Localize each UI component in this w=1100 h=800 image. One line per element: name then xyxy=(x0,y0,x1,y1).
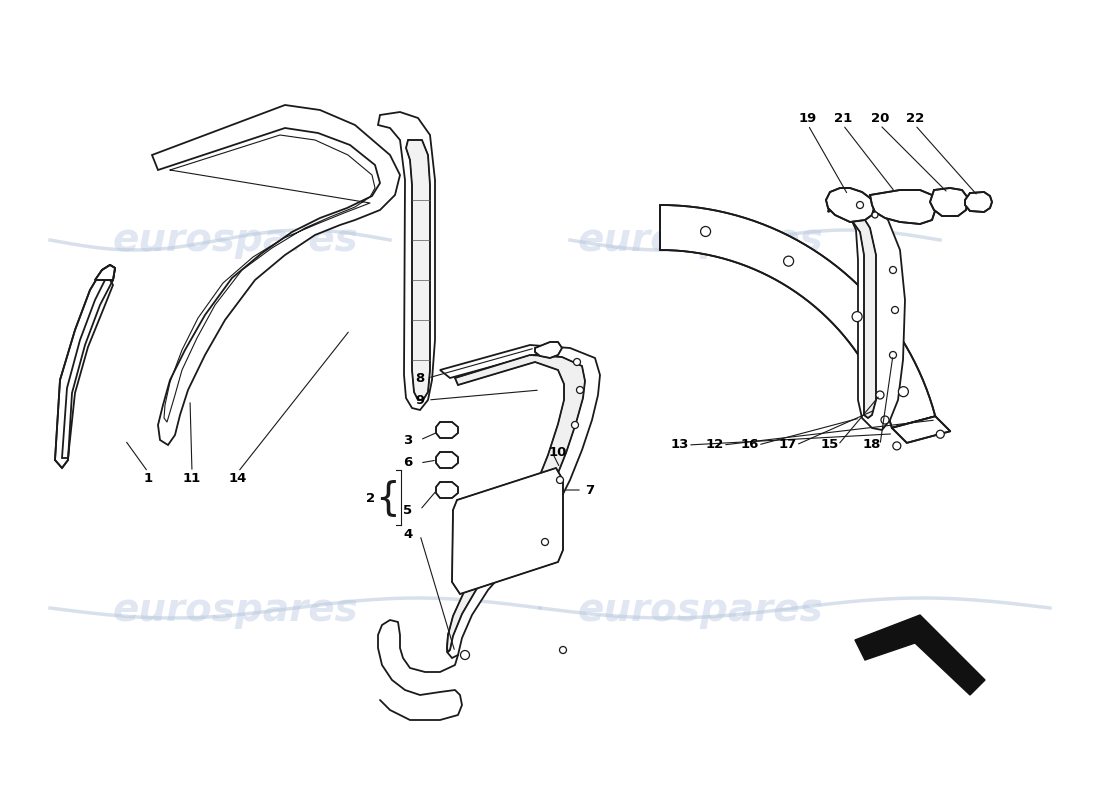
Circle shape xyxy=(557,477,563,483)
Text: 2: 2 xyxy=(366,491,375,505)
Text: 7: 7 xyxy=(585,483,595,497)
Text: eurospares: eurospares xyxy=(112,591,358,629)
Circle shape xyxy=(783,256,793,266)
Text: 18: 18 xyxy=(862,438,881,451)
Circle shape xyxy=(576,386,583,394)
Circle shape xyxy=(876,391,884,399)
Circle shape xyxy=(890,266,896,274)
Circle shape xyxy=(936,430,944,438)
Text: 16: 16 xyxy=(740,438,759,451)
Polygon shape xyxy=(378,112,434,410)
Circle shape xyxy=(899,386,909,397)
Polygon shape xyxy=(95,265,116,280)
Polygon shape xyxy=(965,192,992,212)
Text: 15: 15 xyxy=(821,438,839,451)
Text: 4: 4 xyxy=(404,529,412,542)
Text: 8: 8 xyxy=(416,371,425,385)
Polygon shape xyxy=(152,105,400,445)
Text: 20: 20 xyxy=(871,111,889,125)
Polygon shape xyxy=(436,422,458,438)
Polygon shape xyxy=(855,615,984,695)
Circle shape xyxy=(572,422,579,429)
Text: 22: 22 xyxy=(906,111,924,125)
Circle shape xyxy=(541,538,549,546)
Polygon shape xyxy=(660,205,935,428)
Polygon shape xyxy=(838,208,876,418)
Text: 5: 5 xyxy=(404,503,412,517)
Text: 14: 14 xyxy=(229,471,248,485)
Circle shape xyxy=(872,212,878,218)
Circle shape xyxy=(852,312,862,322)
Polygon shape xyxy=(452,468,563,594)
Circle shape xyxy=(891,306,899,314)
Polygon shape xyxy=(436,482,458,498)
Circle shape xyxy=(461,650,470,659)
Text: 17: 17 xyxy=(779,438,798,451)
Polygon shape xyxy=(440,345,600,658)
Circle shape xyxy=(890,351,896,358)
Text: eurospares: eurospares xyxy=(112,221,358,259)
Polygon shape xyxy=(447,355,585,652)
Text: eurospares: eurospares xyxy=(578,221,823,259)
Polygon shape xyxy=(62,280,113,458)
Circle shape xyxy=(701,226,711,237)
Text: 3: 3 xyxy=(404,434,412,446)
Polygon shape xyxy=(930,188,968,216)
Text: 9: 9 xyxy=(416,394,425,406)
Polygon shape xyxy=(436,452,458,468)
Polygon shape xyxy=(406,140,430,400)
Circle shape xyxy=(893,442,901,450)
Text: eurospares: eurospares xyxy=(578,591,823,629)
Text: 19: 19 xyxy=(799,111,817,125)
Text: {: { xyxy=(375,479,400,517)
Text: 13: 13 xyxy=(671,438,690,451)
Circle shape xyxy=(573,358,581,366)
Polygon shape xyxy=(535,342,562,358)
Polygon shape xyxy=(870,190,936,224)
Text: 12: 12 xyxy=(706,438,724,451)
Circle shape xyxy=(857,202,864,209)
Polygon shape xyxy=(55,265,116,468)
Polygon shape xyxy=(892,416,950,443)
Text: 11: 11 xyxy=(183,471,201,485)
Text: 6: 6 xyxy=(404,457,412,470)
Text: 10: 10 xyxy=(549,446,568,458)
Text: 1: 1 xyxy=(143,471,153,485)
Circle shape xyxy=(881,416,889,424)
Polygon shape xyxy=(826,188,875,222)
Polygon shape xyxy=(828,195,905,430)
Circle shape xyxy=(560,646,566,654)
Text: 21: 21 xyxy=(834,111,852,125)
